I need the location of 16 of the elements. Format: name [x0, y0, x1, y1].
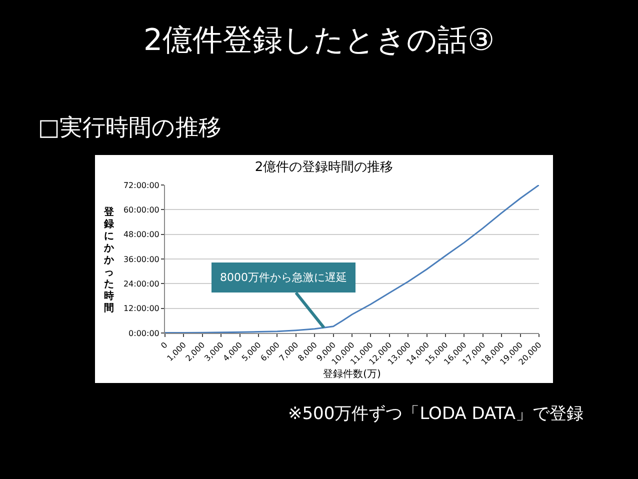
y-tick-label: 36:00:00 [123, 254, 160, 264]
x-axis-title: 登録件数(万) [323, 368, 381, 380]
y-tick-label: 48:00:00 [123, 230, 160, 240]
y-tick-label: 24:00:00 [123, 279, 160, 288]
y-tick-label: 72:00:00 [123, 180, 160, 190]
line-series [165, 185, 539, 333]
text: ※500万件ずつ「LODA DATA」で登録 [288, 403, 584, 425]
text: 2億件登録したときの話③ [142, 22, 496, 60]
text: □実行時間の推移 [38, 114, 222, 143]
y-tick-label: 60:00:00 [123, 205, 160, 214]
y-tick-label: 12:00:00 [123, 304, 160, 314]
text: 登録にかかった時間 [104, 207, 114, 314]
chart-title: 2億件の登録時間の推移 [254, 160, 394, 175]
y-tick-label: 0:00:00 [128, 328, 160, 338]
annotation: 8000万件から急激に遅延 [220, 271, 347, 284]
x-tick-label: 0 [159, 340, 170, 350]
